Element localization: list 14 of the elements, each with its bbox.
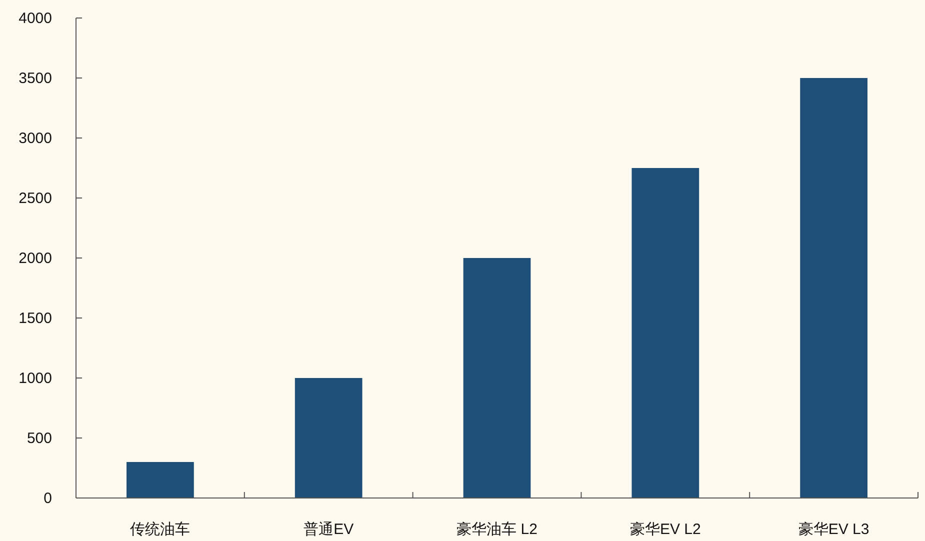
y-tick-label: 500 bbox=[26, 430, 52, 447]
x-tick-label: 普通EV bbox=[304, 521, 354, 538]
x-tick-label: 豪华EV L3 bbox=[798, 521, 870, 538]
y-tick-label: 1500 bbox=[18, 310, 52, 327]
y-tick-label: 0 bbox=[44, 490, 52, 507]
x-tick-label: 传统油车 bbox=[130, 521, 190, 538]
y-tick-label: 3000 bbox=[18, 130, 52, 147]
y-tick-label: 2000 bbox=[18, 250, 52, 267]
y-tick-label: 2500 bbox=[18, 190, 52, 207]
y-tick-label: 3500 bbox=[18, 70, 52, 87]
y-tick-label: 4000 bbox=[18, 10, 52, 27]
x-tick-label: 豪华EV L2 bbox=[630, 521, 701, 538]
y-tick-label: 1000 bbox=[18, 370, 52, 387]
x-tick-label: 豪华油车 L2 bbox=[456, 521, 538, 538]
